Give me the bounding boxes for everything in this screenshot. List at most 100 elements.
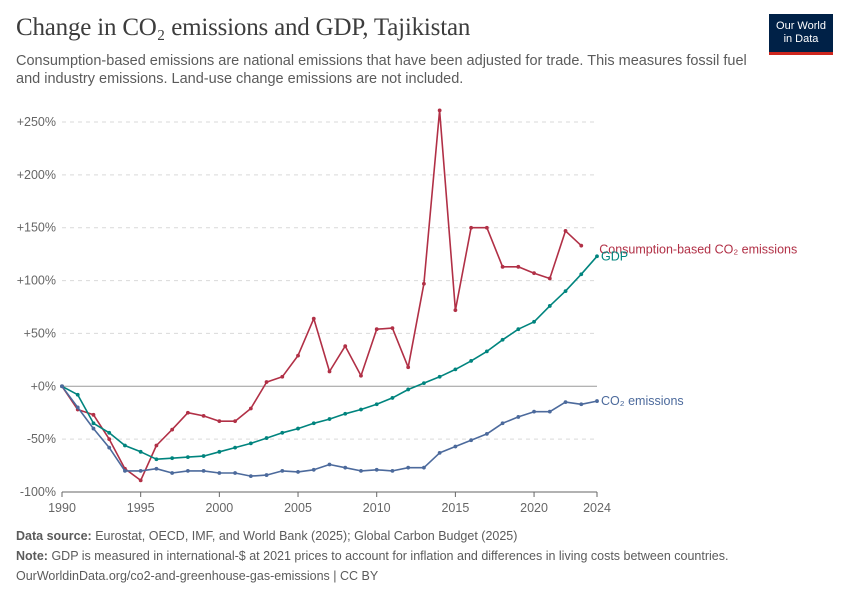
data-point-consumption-based-co-emissions [233,419,237,424]
data-point-co-emissions [296,470,300,474]
data-point-co-emissions [138,468,143,473]
data-point-consumption-based-co-emissions [579,243,584,248]
data-point-consumption-based-co-emissions [484,225,489,230]
data-point-gdp [264,436,269,440]
data-point-gdp [185,455,190,460]
data-point-consumption-based-co-emissions [406,365,411,370]
data-point-co-emissions [374,467,379,472]
data-point-gdp [595,254,599,259]
logo-line-1: Our World [776,20,826,32]
data-point-co-emissions [185,468,190,473]
chart-subtitle: Consumption-based emissions are national… [16,53,747,87]
data-point-gdp [280,430,285,435]
data-point-consumption-based-co-emissions [154,443,159,448]
data-point-consumption-based-co-emissions [264,380,269,384]
y-tick-label: -100% [20,485,56,499]
data-point-gdp [91,421,96,426]
data-point-co-emissions [547,409,552,414]
data-point-consumption-based-co-emissions [248,406,253,411]
data-point-co-emissions [579,402,584,407]
data-point-consumption-based-co-emissions [563,228,568,233]
data-point-consumption-based-co-emissions [516,264,521,269]
y-tick-label: +0% [31,379,56,393]
data-point-gdp [170,456,175,461]
data-point-gdp [390,396,395,400]
data-point-consumption-based-co-emissions [138,478,143,483]
y-tick-label: +200% [17,168,56,182]
data-point-gdp [343,411,348,416]
data-point-consumption-based-co-emissions [217,419,222,424]
data-point-co-emissions [406,465,411,470]
data-point-co-emissions [217,471,222,475]
series-label-consumption-based-co-emissions: Consumption-based CO₂ emissions [599,243,797,257]
data-point-co-emissions [532,409,536,414]
chart-note: Note: GDP is measured in international-$… [16,549,728,563]
data-point-consumption-based-co-emissions [201,413,206,418]
data-point-consumption-based-co-emissions [390,326,395,331]
data-point-co-emissions [280,468,285,473]
y-tick-label: +100% [17,274,56,288]
x-tick-label: 2024 [583,501,611,515]
data-point-co-emissions [422,465,426,470]
data-point-gdp [296,426,300,431]
series-line-gdp [61,255,598,461]
data-point-gdp [154,457,159,462]
series-label-co-emissions: CO₂ emissions [601,394,684,408]
x-tick-label: 2020 [520,501,548,515]
data-point-co-emissions [91,426,96,431]
owid-logo[interactable]: Our World in Data [769,14,833,55]
data-point-co-emissions [60,384,64,389]
y-tick-label: +50% [24,326,56,340]
x-tick-label: 2000 [205,501,233,515]
data-source-label: Data source: [16,529,92,543]
note-text: GDP is measured in international-$ at 20… [51,549,729,563]
data-point-consumption-based-co-emissions [500,264,505,269]
data-point-gdp [75,392,80,397]
data-point-co-emissions [469,438,474,443]
data-point-consumption-based-co-emissions [343,344,348,349]
data-point-gdp [422,381,426,386]
source-url[interactable]: OurWorldinData.org/co2-and-greenhouse-ga… [16,569,379,583]
data-point-co-emissions [595,399,599,403]
data-point-consumption-based-co-emissions [170,427,175,432]
data-point-gdp [532,319,536,324]
data-point-consumption-based-co-emissions [311,316,316,321]
series-line-consumption-based-co-emissions [61,109,582,482]
data-point-gdp [516,327,521,332]
data-point-co-emissions [563,400,568,405]
data-point-co-emissions [248,474,253,479]
data-source-text: Eurostat, OECD, IMF, and World Bank (202… [95,529,518,543]
series-label-gdp: GDP [601,249,628,263]
data-point-gdp [547,304,552,308]
data-point-consumption-based-co-emissions [185,410,190,415]
data-point-co-emissions [343,465,348,470]
x-tick-label: 2010 [363,501,391,515]
data-point-gdp [484,349,489,354]
data-point-gdp [453,367,458,372]
data-point-consumption-based-co-emissions [107,437,112,442]
data-point-consumption-based-co-emissions [547,276,552,281]
data-point-consumption-based-co-emissions [280,374,285,379]
data-point-gdp [437,374,442,379]
data-point-gdp [138,449,143,454]
data-point-gdp [500,337,505,342]
data-point-co-emissions [437,450,442,455]
data-point-gdp [233,445,237,450]
data-point-co-emissions [516,415,521,419]
data-point-consumption-based-co-emissions [296,353,300,358]
data-point-gdp [359,407,363,412]
data-point-co-emissions [154,466,159,471]
data-point-co-emissions [123,468,127,473]
y-tick-label: +150% [17,221,56,235]
data-point-co-emissions [327,462,332,467]
x-tick-label: 2005 [284,501,312,515]
data-point-gdp [563,289,568,294]
x-tick-label: 1995 [127,501,155,515]
x-tick-label: 1990 [48,501,76,515]
data-point-co-emissions [311,467,316,472]
data-point-consumption-based-co-emissions [91,412,96,417]
data-source: Data source: Eurostat, OECD, IMF, and Wo… [16,529,517,543]
data-point-gdp [107,430,112,435]
data-point-gdp [374,402,379,407]
